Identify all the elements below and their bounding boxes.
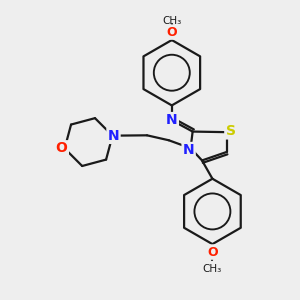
Text: O: O bbox=[167, 26, 177, 39]
Text: O: O bbox=[56, 142, 68, 155]
Text: CH₃: CH₃ bbox=[203, 264, 222, 274]
Text: CH₃: CH₃ bbox=[162, 16, 182, 26]
Text: N: N bbox=[166, 113, 178, 127]
Text: N: N bbox=[183, 143, 194, 157]
Text: O: O bbox=[207, 245, 218, 259]
Text: N: N bbox=[108, 129, 119, 143]
Text: S: S bbox=[226, 124, 236, 138]
